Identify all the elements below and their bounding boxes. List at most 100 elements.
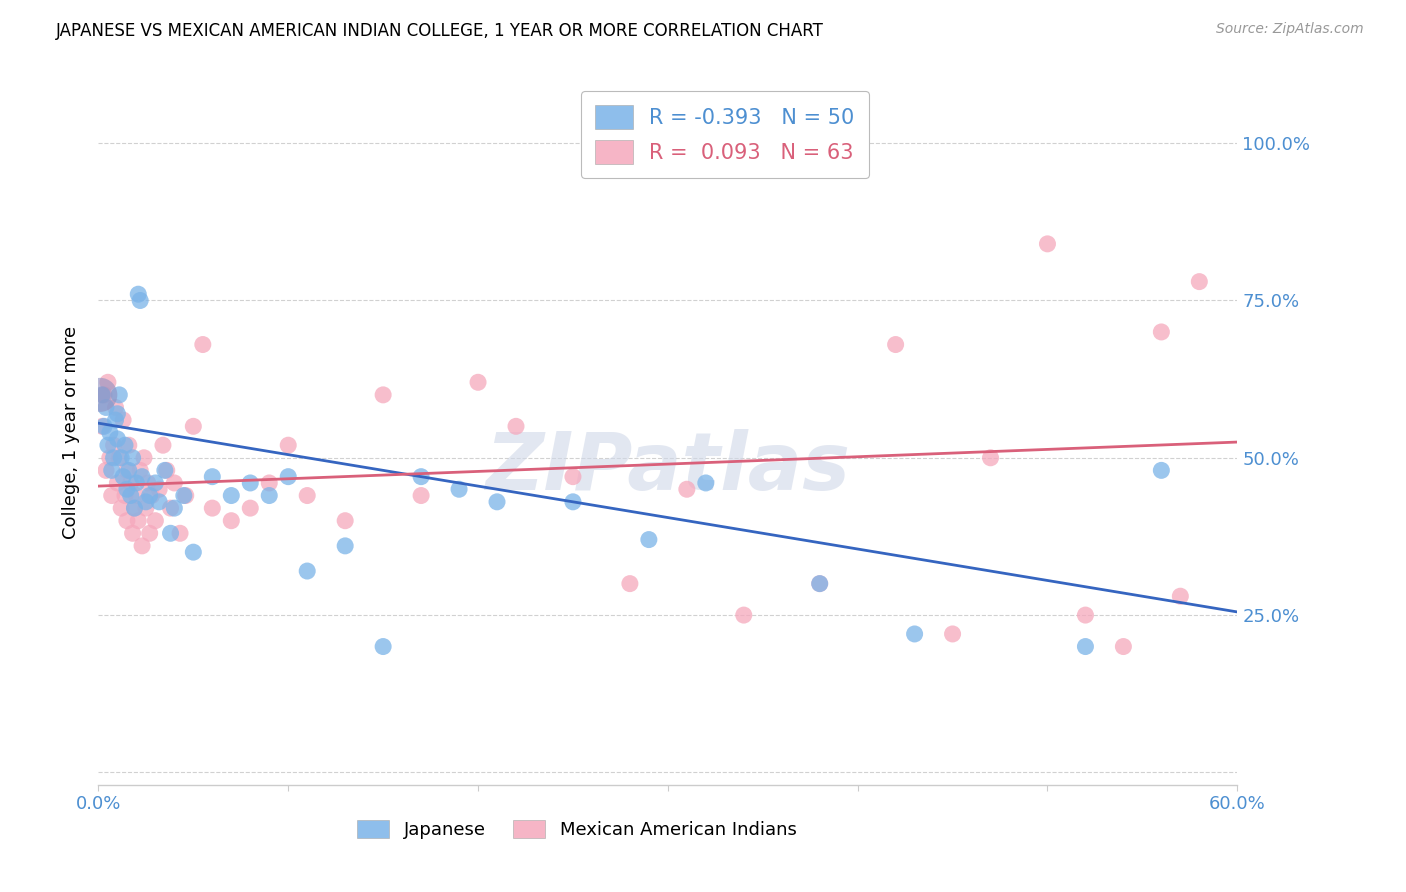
Point <box>107 407 129 421</box>
Point <box>129 293 152 308</box>
Point <box>131 469 153 483</box>
Point <box>108 388 131 402</box>
Point <box>114 489 136 503</box>
Point <box>297 489 319 503</box>
Point <box>169 526 191 541</box>
Point <box>148 495 170 509</box>
Point <box>221 514 243 528</box>
Point <box>335 539 357 553</box>
Point <box>107 432 129 446</box>
Point <box>174 489 197 503</box>
Point <box>942 627 965 641</box>
Point <box>259 475 281 490</box>
Point <box>884 337 907 351</box>
Point <box>127 514 149 528</box>
Point <box>120 489 142 503</box>
Point <box>115 463 138 477</box>
Point <box>1074 608 1097 623</box>
Point <box>110 450 132 465</box>
Point <box>114 438 136 452</box>
Point <box>124 501 146 516</box>
Point <box>112 469 135 483</box>
Point <box>221 489 243 503</box>
Point <box>138 526 160 541</box>
Point <box>103 450 125 465</box>
Point <box>277 469 299 483</box>
Text: JAPANESE VS MEXICAN AMERICAN INDIAN COLLEGE, 1 YEAR OR MORE CORRELATION CHART: JAPANESE VS MEXICAN AMERICAN INDIAN COLL… <box>56 22 824 40</box>
Point <box>103 438 125 452</box>
Point <box>183 545 205 559</box>
Point <box>259 489 281 503</box>
Point <box>129 463 152 477</box>
Point <box>335 514 357 528</box>
Point <box>89 388 111 402</box>
Y-axis label: College, 1 year or more: College, 1 year or more <box>62 326 80 539</box>
Point <box>98 425 121 440</box>
Point <box>201 469 224 483</box>
Point <box>94 401 117 415</box>
Point <box>183 419 205 434</box>
Point <box>91 388 114 402</box>
Point <box>505 419 527 434</box>
Point <box>808 576 831 591</box>
Point <box>808 576 831 591</box>
Point <box>411 489 433 503</box>
Point <box>173 489 195 503</box>
Point <box>120 475 142 490</box>
Point <box>562 495 585 509</box>
Point <box>118 438 141 452</box>
Point <box>110 501 132 516</box>
Text: ZIPatlas: ZIPatlas <box>485 429 851 507</box>
Point <box>112 413 135 427</box>
Point <box>371 388 394 402</box>
Point <box>1074 640 1097 654</box>
Point <box>131 539 153 553</box>
Point <box>115 482 138 496</box>
Point <box>467 376 489 390</box>
Point <box>562 469 585 483</box>
Point <box>449 482 471 496</box>
Point <box>152 438 174 452</box>
Point <box>135 495 157 509</box>
Point <box>91 419 114 434</box>
Point <box>163 475 186 490</box>
Point <box>108 450 131 465</box>
Point <box>239 501 262 516</box>
Point <box>125 489 148 503</box>
Point <box>979 450 1001 465</box>
Point <box>619 576 641 591</box>
Point <box>97 438 120 452</box>
Point <box>148 482 170 496</box>
Point <box>1188 275 1211 289</box>
Point <box>277 438 299 452</box>
Point <box>676 482 699 496</box>
Point <box>201 501 224 516</box>
Point <box>153 463 176 477</box>
Point <box>191 337 214 351</box>
Point <box>107 475 129 490</box>
Point <box>163 501 186 516</box>
Point <box>125 475 148 490</box>
Point <box>297 564 319 578</box>
Legend: Japanese, Mexican American Indians: Japanese, Mexican American Indians <box>350 813 804 847</box>
Point <box>371 640 394 654</box>
Text: Source: ZipAtlas.com: Source: ZipAtlas.com <box>1216 22 1364 37</box>
Point <box>100 463 122 477</box>
Point <box>156 463 179 477</box>
Point <box>93 419 115 434</box>
Point <box>97 376 120 390</box>
Point <box>141 489 163 503</box>
Point <box>135 501 157 516</box>
Point <box>124 501 146 516</box>
Point <box>486 495 509 509</box>
Point <box>94 463 117 477</box>
Point <box>121 450 143 465</box>
Point <box>132 450 155 465</box>
Point <box>638 533 661 547</box>
Point <box>1150 463 1173 477</box>
Point <box>98 450 121 465</box>
Point <box>1170 589 1192 603</box>
Point <box>159 501 181 516</box>
Point <box>115 514 138 528</box>
Point <box>136 475 159 490</box>
